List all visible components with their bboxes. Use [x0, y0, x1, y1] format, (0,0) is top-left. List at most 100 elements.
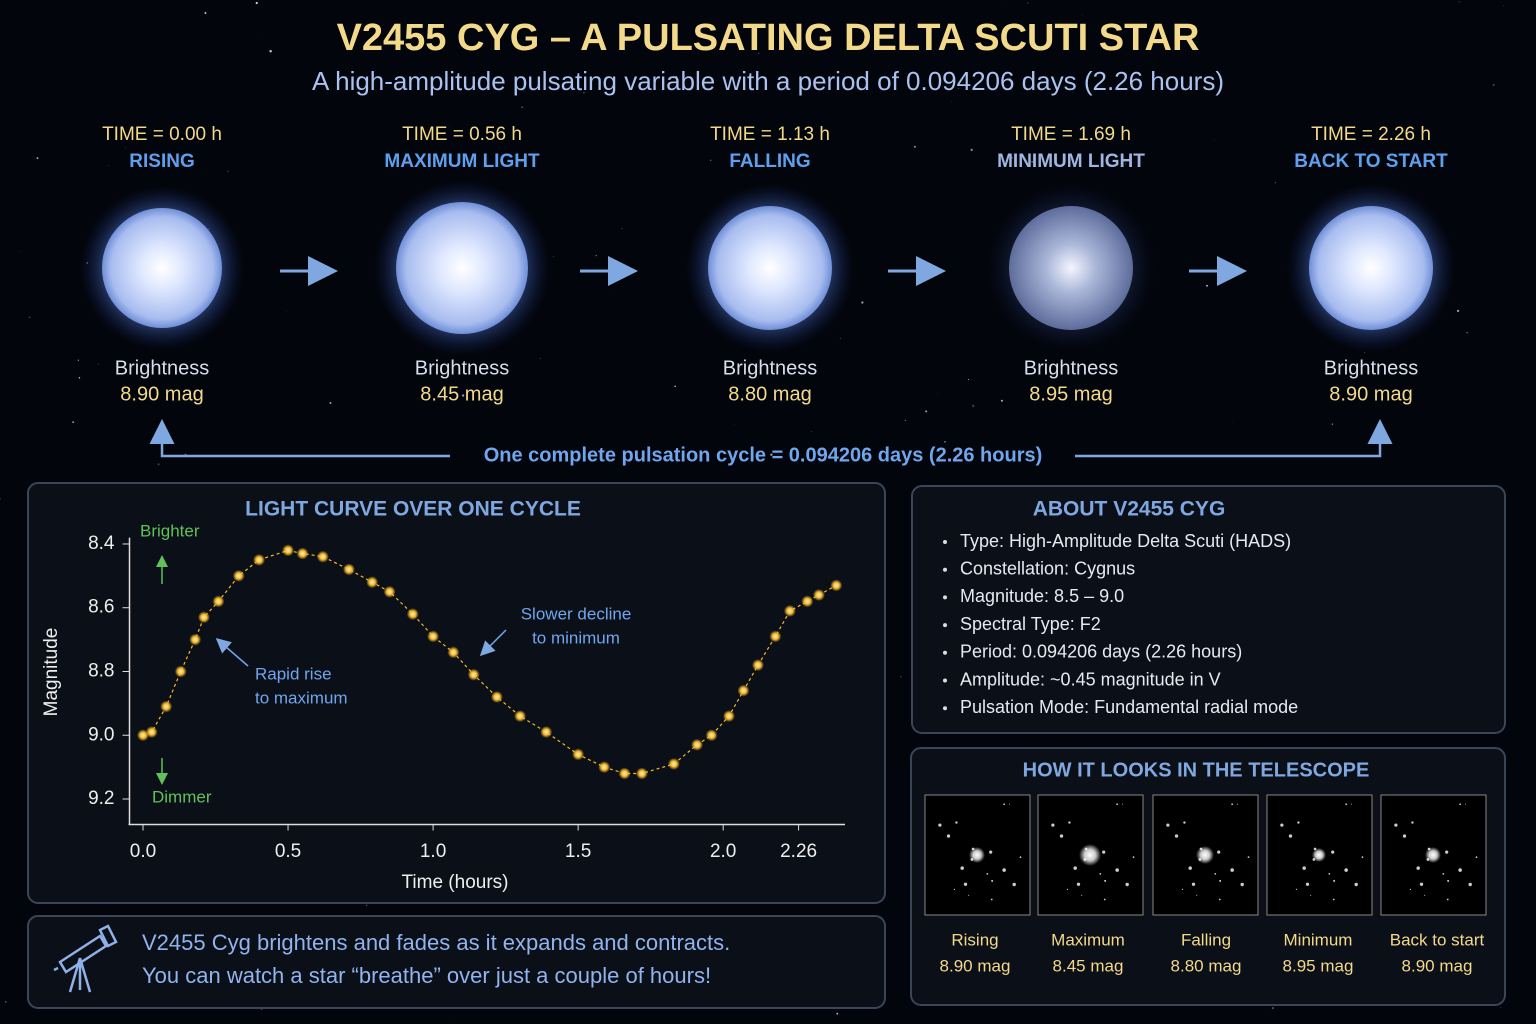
data-point: [212, 595, 225, 608]
bg-star: [461, 394, 465, 397]
data-point: [160, 700, 173, 713]
field-star: [938, 823, 942, 827]
field-star: [1447, 879, 1450, 882]
bg-star: [1000, 399, 1003, 402]
data-point: [667, 757, 680, 770]
target-star: [1079, 844, 1101, 866]
bg-star: [4, 1001, 7, 1003]
annotation-brighter: Brighter: [140, 521, 200, 540]
field-star: [1394, 823, 1398, 827]
phase-state: BACK TO START: [1294, 151, 1448, 172]
bg-star: [720, 450, 722, 453]
bg-star: [78, 377, 81, 379]
data-point: [830, 579, 843, 592]
field-star: [960, 866, 964, 870]
field-star: [1295, 888, 1297, 890]
y-tick-label: 8.6: [88, 597, 114, 618]
field-star: [1081, 894, 1083, 896]
bg-star: [1331, 423, 1334, 425]
bg-star: [449, 126, 451, 127]
frame-magnitude: 8.45 mag: [1053, 956, 1124, 975]
about-title: ABOUT V2455 CYG: [1033, 498, 1226, 521]
field-star: [1059, 834, 1064, 838]
bg-star: [539, 358, 541, 359]
field-star: [1409, 888, 1411, 890]
chart-panel: [27, 482, 886, 904]
field-star: [1122, 803, 1124, 805]
phase-time: TIME = 2.26 h: [1311, 124, 1431, 145]
data-point: [812, 588, 825, 601]
bg-star: [925, 410, 928, 413]
field-star: [990, 898, 993, 901]
annotation-rise: to maximum: [255, 688, 348, 707]
bg-star: [1213, 139, 1215, 141]
data-point: [751, 659, 764, 672]
bg-star: [365, 904, 368, 907]
data-point: [253, 553, 266, 566]
field-star: [1333, 879, 1336, 882]
bullet: [943, 567, 947, 572]
field-star: [1328, 872, 1331, 875]
data-point: [705, 729, 718, 742]
field-star: [991, 879, 994, 882]
field-star: [1188, 866, 1192, 870]
footer-panel: [27, 915, 886, 1009]
data-point: [737, 684, 750, 697]
bg-star: [1466, 332, 1468, 334]
bg-star: [710, 159, 712, 162]
field-star: [1354, 882, 1358, 887]
field-star: [986, 872, 989, 875]
annotation-rise: Rapid rise: [255, 664, 332, 683]
frame-label: Back to start: [1390, 930, 1485, 949]
bg-star: [1081, 14, 1083, 16]
bg-star: [972, 404, 975, 408]
bg-star: [1027, 2, 1029, 4]
field-star: [1402, 834, 1407, 838]
bg-star: [72, 421, 75, 424]
y-tick-label: 8.4: [88, 533, 115, 554]
field-star: [1445, 850, 1449, 854]
data-point: [406, 608, 419, 621]
frame-label: Maximum: [1051, 930, 1125, 949]
bg-star: [839, 337, 841, 339]
bg-star: [157, 463, 160, 466]
field-star: [1009, 803, 1011, 805]
field-star: [1331, 850, 1335, 854]
phase-state: FALLING: [729, 151, 810, 172]
field-star: [1104, 879, 1107, 882]
bg-star: [904, 420, 906, 422]
bg-star: [269, 50, 272, 53]
title: V2455 CYG – A PULSATING DELTA SCUTI STAR: [337, 17, 1200, 59]
bullet: [943, 650, 947, 655]
bg-star: [204, 12, 207, 15]
x-tick-label: 1.0: [420, 841, 446, 862]
field-star: [963, 882, 968, 886]
phase-time: TIME = 0.00 h: [102, 124, 222, 145]
bg-star: [967, 378, 969, 381]
y-tick-label: 8.8: [88, 661, 114, 682]
bg-star: [0, 498, 1, 500]
field-star: [1305, 882, 1310, 886]
field-star: [1217, 850, 1221, 854]
field-star: [1475, 856, 1478, 858]
data-point: [342, 563, 355, 576]
bg-star: [944, 441, 946, 443]
frame-magnitude: 8.95 mag: [1283, 956, 1354, 975]
field-star: [1196, 894, 1198, 896]
field-star: [1103, 898, 1106, 901]
bg-star: [621, 227, 623, 230]
data-point: [296, 547, 309, 560]
field-star: [955, 821, 958, 824]
bullet: [943, 706, 947, 711]
bg-star: [258, 38, 260, 39]
about-item: Period: 0.094206 days (2.26 hours): [960, 642, 1242, 662]
field-star: [1218, 898, 1221, 901]
bullet: [943, 623, 947, 628]
bullet: [943, 595, 947, 600]
data-point: [540, 726, 553, 739]
field-star: [1302, 866, 1306, 870]
y-axis-label: Magnitude: [41, 628, 62, 717]
bg-star: [552, 256, 554, 258]
frame-label: Falling: [1181, 930, 1231, 949]
bg-star: [595, 255, 597, 257]
